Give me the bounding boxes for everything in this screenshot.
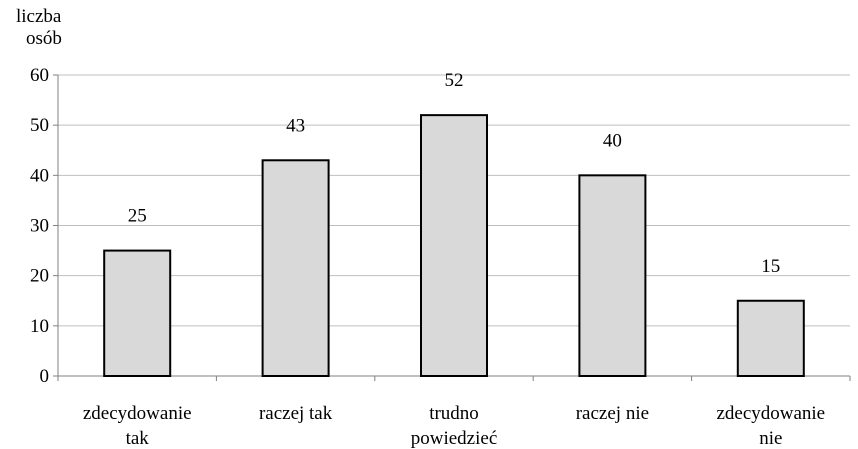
data-label-3: 40	[603, 130, 622, 151]
bar-2	[420, 114, 488, 377]
x-tick-label-0-line-0: zdecydowanie	[83, 403, 192, 424]
labels: 25 zdecydowanie tak 43 raczej tak 52 trudno pow…	[83, 70, 825, 449]
x-tick-label-3: raczej nie	[576, 403, 649, 424]
bar-0	[103, 249, 172, 377]
y-tick-label-60: 60	[30, 65, 49, 86]
x-tick-label-3-line-0: raczej nie	[576, 403, 649, 424]
bar-4	[736, 299, 805, 377]
y-tick-label-30: 30	[30, 216, 49, 237]
x-tick-label-2: trudno powiedzieć	[411, 403, 498, 449]
y-tick-label-20: 20	[30, 266, 49, 287]
bar-1	[261, 159, 330, 377]
y-tick-label-40: 40	[30, 165, 49, 186]
x-tick-label-2-line-1: powiedzieć	[411, 428, 498, 449]
y-tick-label-0: 0	[40, 366, 50, 387]
x-tick-label-4: zdecydowanie nie	[716, 403, 825, 449]
x-tick-label-1: raczej tak	[259, 403, 333, 424]
x-tick-label-4-line-0: zdecydowanie	[716, 403, 825, 424]
axes: 0 10 20 30 40 50 60	[30, 65, 851, 387]
y-tick-label-50: 50	[30, 115, 49, 136]
y-tick-label-10: 10	[30, 316, 49, 337]
y-axis-title-line-1: liczba	[16, 6, 62, 27]
bar-3	[578, 174, 647, 377]
bars	[103, 114, 805, 377]
data-label-4: 15	[761, 256, 780, 277]
x-tick-label-0: zdecydowanie tak	[83, 403, 192, 449]
data-label-2: 52	[445, 70, 464, 91]
data-label-0: 25	[128, 206, 147, 227]
x-tick-label-4-line-1: nie	[759, 428, 782, 449]
data-label-1: 43	[286, 115, 305, 136]
x-tick-label-2-line-0: trudno	[429, 403, 479, 424]
y-axis-title-line-2: osób	[26, 28, 62, 49]
x-tick-label-0-line-1: tak	[126, 428, 150, 449]
x-tick-label-1-line-0: raczej tak	[259, 403, 333, 424]
